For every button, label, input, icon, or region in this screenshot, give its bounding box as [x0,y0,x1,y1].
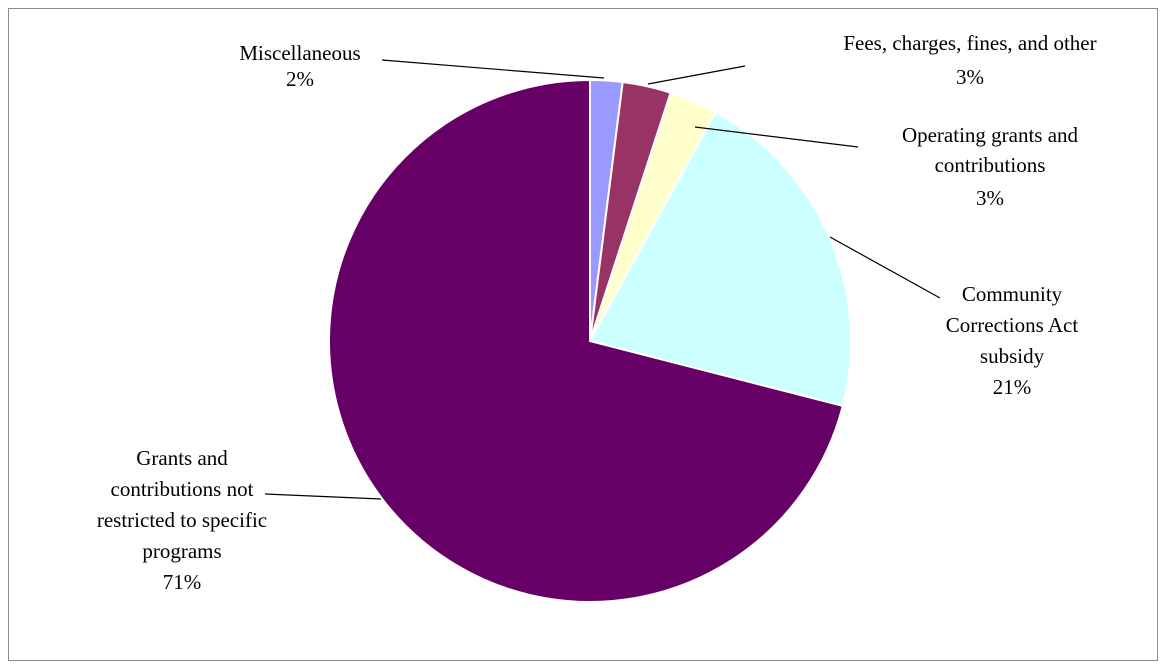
slice-category-label-5: restricted to specific [97,508,267,532]
leader-line-5 [264,493,382,500]
slice-category-label-1: Miscellaneous [239,41,360,65]
slice-percent-label-2: 3% [956,65,984,89]
slice-category-label-2: Fees, charges, fines, and other [843,31,1096,55]
slice-category-label-3: contributions [935,153,1046,177]
slice-percent-label-1: 2% [286,67,314,91]
slice-category-label-5: programs [142,539,221,563]
leader-line-1 [381,59,605,79]
pie-slices [328,78,852,603]
pie-slice-5 [328,78,845,603]
slice-percent-label-5: 71% [163,570,202,594]
slice-category-label-4: Corrections Act [946,313,1079,337]
slice-category-label-4: subsidy [980,344,1045,368]
slice-category-label-4: Community [962,282,1063,306]
slice-category-label-5: Grants and [136,446,228,470]
slice-percent-label-4: 21% [993,375,1032,399]
slice-category-label-5: contributions not [111,477,254,501]
leader-line-3 [694,126,859,148]
slice-category-label-3: Operating grants and [902,123,1079,147]
leader-line-2 [647,65,746,85]
slice-percent-label-3: 3% [976,186,1004,210]
leader-lines [264,59,941,500]
leader-line-4 [829,236,941,299]
